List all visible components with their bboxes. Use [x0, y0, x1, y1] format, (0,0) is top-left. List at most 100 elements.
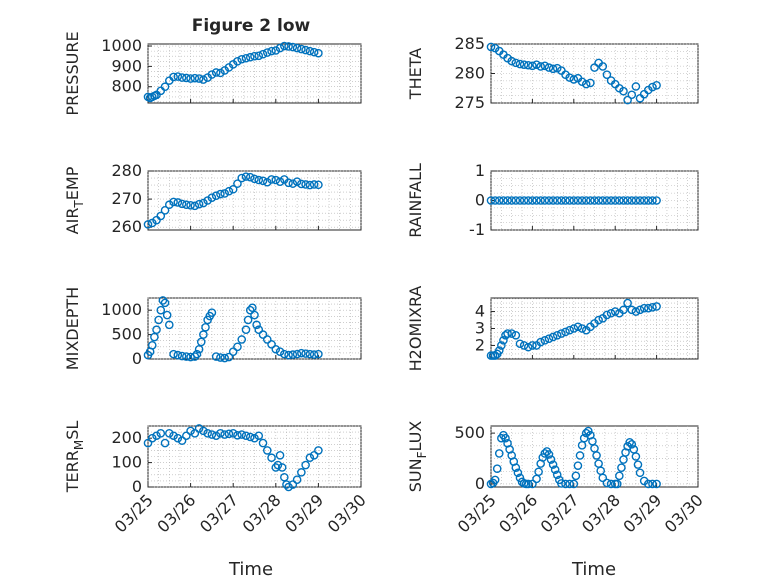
data-point	[288, 42, 298, 52]
data-point	[267, 453, 276, 463]
data-point	[288, 350, 298, 359]
data-point	[523, 60, 533, 70]
data-point	[147, 341, 157, 350]
data-point	[301, 460, 310, 470]
data-point	[615, 471, 624, 481]
data-point	[528, 479, 537, 489]
y-tick-label: -1	[469, 220, 485, 239]
data-point	[548, 332, 558, 342]
data-point	[544, 334, 554, 343]
y-axis-label-mixdepth: MIXDEPTH	[63, 287, 82, 370]
data-point	[507, 56, 517, 66]
data-point	[280, 349, 289, 359]
data-point	[594, 196, 603, 205]
data-point	[532, 196, 541, 205]
data-point	[536, 196, 545, 205]
data-point	[501, 433, 510, 443]
data-point	[190, 352, 200, 361]
data-point	[623, 298, 632, 308]
data-point	[305, 453, 315, 463]
y-tick-label: 0	[475, 474, 485, 493]
data-point	[515, 339, 525, 349]
data-point	[154, 315, 163, 325]
data-point	[173, 72, 183, 81]
data-point	[569, 324, 579, 333]
data-point	[292, 43, 302, 53]
data-point	[503, 329, 512, 338]
axes-frame	[490, 43, 699, 104]
data-point	[237, 173, 247, 183]
data-point	[252, 320, 261, 330]
data-point	[648, 479, 657, 489]
y-tick-label: 1000	[101, 36, 142, 55]
y-tick-label: 3	[475, 319, 485, 338]
data-point	[569, 479, 579, 489]
data-point	[241, 325, 251, 335]
data-point	[561, 196, 570, 205]
series-points	[486, 196, 661, 205]
data-point	[147, 218, 157, 228]
data-point	[519, 341, 529, 350]
x-tick-label: 03/28	[578, 490, 624, 536]
series-points	[143, 41, 323, 103]
data-point	[237, 54, 247, 64]
x-tick-label: 03/25	[454, 490, 500, 536]
data-point	[519, 60, 529, 69]
grid	[147, 425, 362, 488]
y-axis-label-air-temp: AIRTEMP	[63, 166, 86, 234]
data-point	[250, 433, 259, 443]
data-point	[182, 73, 191, 83]
data-point	[631, 82, 641, 91]
data-point	[602, 70, 612, 79]
y-axis-label-rainfall: RAINFALL	[406, 163, 425, 238]
data-point	[635, 196, 645, 205]
data-point	[273, 460, 283, 470]
data-point	[577, 77, 587, 87]
data-point	[245, 52, 255, 62]
data-point	[199, 75, 208, 84]
data-point	[494, 449, 504, 458]
data-point	[305, 349, 315, 359]
data-point	[507, 196, 517, 205]
data-point	[190, 429, 200, 438]
data-point	[513, 468, 523, 478]
series-points	[486, 298, 661, 360]
data-point	[648, 82, 657, 92]
data-point	[523, 479, 533, 489]
data-point	[532, 60, 541, 69]
data-point	[292, 349, 302, 359]
data-point	[548, 196, 558, 205]
data-point	[254, 175, 264, 185]
data-point	[309, 47, 319, 57]
data-point	[169, 72, 178, 82]
data-point	[644, 479, 653, 489]
data-point	[164, 320, 174, 330]
x-tick-label: 03/29	[619, 490, 665, 536]
data-point	[511, 463, 521, 472]
series-points	[486, 426, 661, 489]
data-point	[284, 350, 293, 360]
data-point	[598, 62, 608, 71]
data-point	[143, 220, 153, 229]
data-point	[301, 349, 310, 358]
data-point	[534, 467, 543, 477]
data-point	[648, 303, 657, 312]
data-point	[602, 196, 612, 205]
data-point	[164, 200, 174, 210]
data-point	[652, 302, 661, 311]
data-point	[606, 196, 616, 205]
data-point	[644, 303, 653, 313]
x-tick-label: 03/26	[153, 490, 199, 536]
data-point	[635, 468, 645, 478]
data-point	[262, 446, 272, 455]
data-point	[156, 211, 166, 221]
data-point	[207, 193, 217, 202]
data-point	[207, 308, 217, 317]
data-point	[271, 344, 281, 354]
data-point	[561, 327, 570, 337]
y-tick-label: 500	[454, 423, 485, 442]
data-point	[250, 310, 259, 320]
data-point	[211, 431, 221, 441]
grid	[147, 44, 362, 103]
